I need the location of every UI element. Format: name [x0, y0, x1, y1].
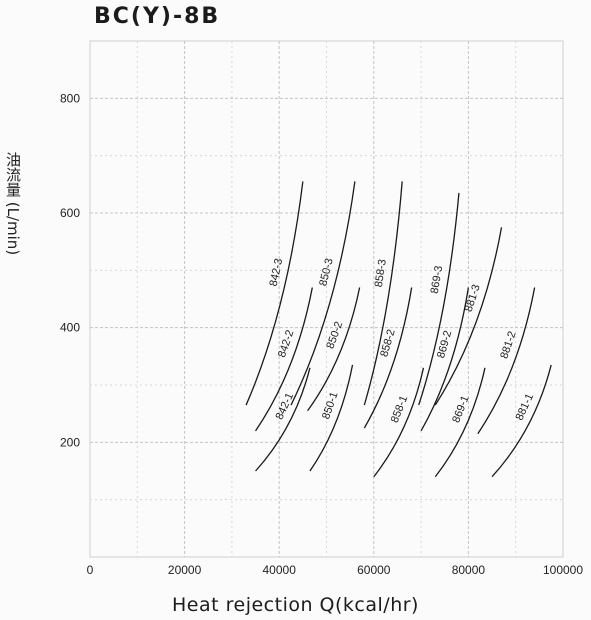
curve-869-3	[418, 192, 460, 406]
curve-label-858-3: 858-3	[373, 258, 389, 288]
curve-842-2	[255, 287, 313, 432]
curve-881-2	[477, 287, 536, 435]
x-tick-label: 60000	[357, 563, 391, 577]
curve-858-2	[363, 287, 413, 429]
plot-frame	[89, 40, 564, 558]
curve-842-3	[245, 181, 304, 406]
curve-850-1	[309, 364, 354, 472]
x-tick-label: 20000	[168, 563, 202, 577]
x-axis-label: Heat rejection Q(kcal/hr)	[172, 594, 419, 616]
x-tick-label: 100000	[543, 563, 583, 577]
y-tick-label: 600	[60, 206, 80, 220]
x-tick-label: 40000	[263, 563, 297, 577]
curve-842-1	[255, 367, 311, 472]
y-axis-label: 油流量 (L/min)	[4, 152, 22, 256]
y-tick-label: 400	[60, 321, 80, 335]
chart-title: BC(Y)-8B	[94, 4, 221, 29]
y-tick-label: 200	[60, 435, 80, 449]
curve-858-1	[373, 367, 425, 478]
x-tick-label: 0	[87, 563, 94, 577]
curve-label-850-3: 850-3	[317, 257, 335, 287]
curve-label-869-3: 869-3	[429, 265, 445, 295]
curve-850-2	[307, 287, 361, 412]
curve-881-3	[434, 227, 503, 406]
curve-label-881-1: 881-1	[514, 392, 537, 423]
curve-858-3	[363, 181, 403, 406]
curves	[245, 181, 552, 478]
curve-labels: 842-1842-2842-3850-1850-2850-3858-1858-2…	[268, 257, 537, 424]
curve-label-881-3: 881-3	[463, 283, 483, 313]
x-tick-label: 80000	[452, 563, 486, 577]
tick-labels: 0 20000 40000 60000 80000 100000 200 400 600 800	[60, 91, 583, 577]
y-tick-label: 800	[60, 91, 80, 105]
curve-881-1	[491, 364, 552, 478]
curve-869-1	[434, 367, 486, 478]
curve-869-2	[420, 287, 470, 432]
grid	[89, 40, 564, 558]
curve-850-3	[290, 181, 356, 406]
curve-label-881-2: 881-2	[498, 330, 518, 360]
curve-label-842-3: 842-3	[268, 257, 286, 287]
